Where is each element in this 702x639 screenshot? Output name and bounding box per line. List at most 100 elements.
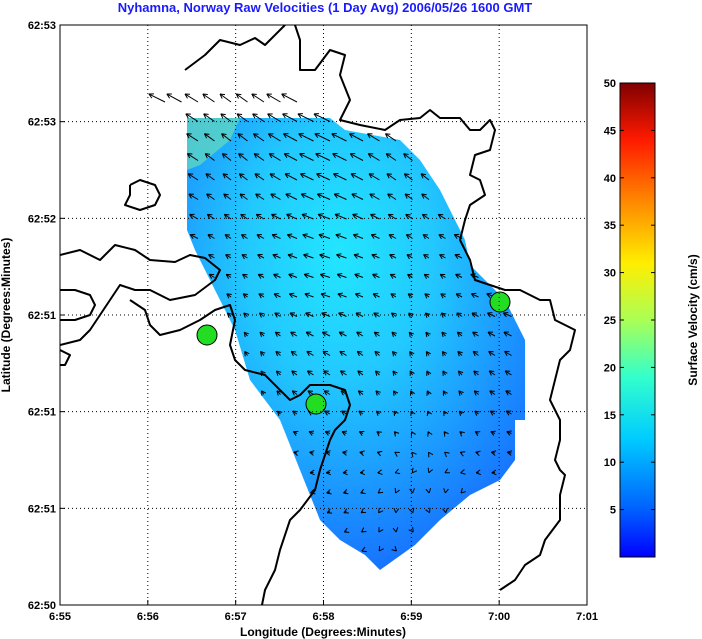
velocity-arrow (316, 193, 331, 200)
velocity-arrow (314, 132, 331, 142)
velocity-arrow (408, 507, 415, 514)
colorbar: 5 10 15 20 25 30 35 40 45 50 Surface Velocity (cm… (604, 78, 700, 558)
velocity-arrow (375, 390, 381, 396)
velocity-arrow (293, 450, 299, 456)
velocity-arrow (333, 172, 347, 181)
velocity-arrow (291, 390, 298, 396)
velocity-arrow (475, 469, 481, 476)
velocity-arrow (341, 410, 347, 416)
velocity-arrow (226, 293, 232, 299)
velocity-arrow (409, 488, 415, 494)
velocity-arrow (206, 193, 215, 200)
velocity-arrow (219, 93, 232, 103)
velocity-arrow (373, 331, 380, 337)
velocity-arrow (339, 370, 347, 376)
velocity-arrow (269, 173, 281, 181)
velocity-arrow (407, 273, 413, 279)
y-tick-label: 62:51 (28, 503, 56, 515)
velocity-arrow (244, 350, 250, 357)
velocity-arrow (441, 350, 448, 357)
radar-sites (196, 291, 511, 415)
velocity-arrow (460, 469, 466, 475)
velocity-arrow (270, 193, 281, 200)
velocity-arrow (488, 370, 496, 376)
velocity-arrow (392, 370, 398, 376)
velocity-arrow (342, 450, 348, 456)
velocity-arrow (251, 93, 265, 103)
velocity-arrow (303, 272, 314, 279)
colorbar-scale (619, 82, 656, 558)
velocity-arrow (425, 350, 431, 357)
velocity-arrow (376, 450, 383, 457)
velocity-arrow (420, 173, 430, 181)
velocity-arrow (221, 153, 232, 161)
velocity-arrow (225, 273, 232, 279)
velocity-arrow (349, 153, 364, 161)
velocity-arrow (352, 233, 364, 239)
colorbar-tick-label: 5 (610, 505, 616, 517)
coastline-south (60, 349, 71, 366)
coastline-west (60, 244, 221, 346)
velocity-arrow (391, 546, 397, 552)
velocity-arrow (442, 370, 448, 376)
velocity-arrow (300, 193, 314, 200)
velocity-arrow (490, 450, 497, 456)
velocity-arrow (438, 234, 446, 240)
velocity-arrow (260, 390, 267, 396)
velocity-arrow (426, 370, 432, 376)
velocity-arrow (272, 253, 281, 259)
velocity-arrow (475, 450, 481, 457)
velocity-arrow (410, 431, 416, 437)
velocity-arrow (440, 293, 446, 299)
velocity-arrow (240, 213, 248, 220)
velocity-arrow (306, 350, 314, 356)
velocity-arrow (315, 152, 331, 161)
velocity-arrow (281, 93, 298, 103)
velocity-arrow (220, 113, 232, 122)
velocity-arrow (223, 193, 232, 200)
velocity-arrow (305, 312, 314, 318)
velocity-arrow (290, 331, 298, 337)
x-tick-label: 6:58 (312, 611, 334, 623)
velocity-arrow (189, 233, 199, 239)
velocity-arrow (455, 293, 463, 299)
velocity-arrow (369, 193, 380, 200)
velocity-arrow (442, 390, 448, 396)
velocity-arrow (360, 488, 366, 494)
velocity-arrow (351, 193, 364, 200)
velocity-arrow (367, 133, 380, 142)
colorbar-tick-label: 20 (604, 362, 616, 374)
velocity-arrow (225, 254, 232, 260)
velocity-arrow (287, 253, 298, 259)
velocity-arrow (236, 113, 248, 122)
velocity-arrow (491, 469, 497, 476)
velocity-arrow (457, 350, 463, 357)
velocity-arrow (284, 173, 298, 181)
velocity-arrow (321, 331, 331, 337)
colorbar-tick-label: 15 (604, 410, 616, 422)
velocity-arrow (403, 153, 413, 161)
velocity-arrow (356, 331, 364, 337)
velocity-arrow (370, 233, 380, 239)
velocity-arrow (208, 273, 215, 279)
y-tick-label: 62:51 (28, 407, 56, 419)
velocity-arrow (425, 488, 432, 494)
velocity-arrow (307, 390, 314, 396)
velocity-arrow (252, 133, 265, 142)
velocity-arrow (288, 273, 298, 279)
velocity-arrow (374, 350, 380, 357)
velocity-arrow (333, 193, 347, 200)
y-tick-label: 62:52 (28, 213, 56, 225)
velocity-arrow (443, 488, 449, 494)
velocity-arrow (266, 93, 281, 103)
velocity-arrow (292, 430, 299, 437)
velocity-arrow (444, 451, 450, 458)
velocity-arrow (303, 253, 314, 259)
velocity-arrow (394, 468, 401, 475)
velocity-arrow (490, 430, 496, 436)
velocity-arrow (289, 312, 298, 318)
velocity-arrow (455, 273, 463, 279)
velocity-arrow (271, 213, 281, 220)
velocity-arrow (358, 410, 364, 416)
x-tick-label: 6:56 (137, 611, 159, 623)
